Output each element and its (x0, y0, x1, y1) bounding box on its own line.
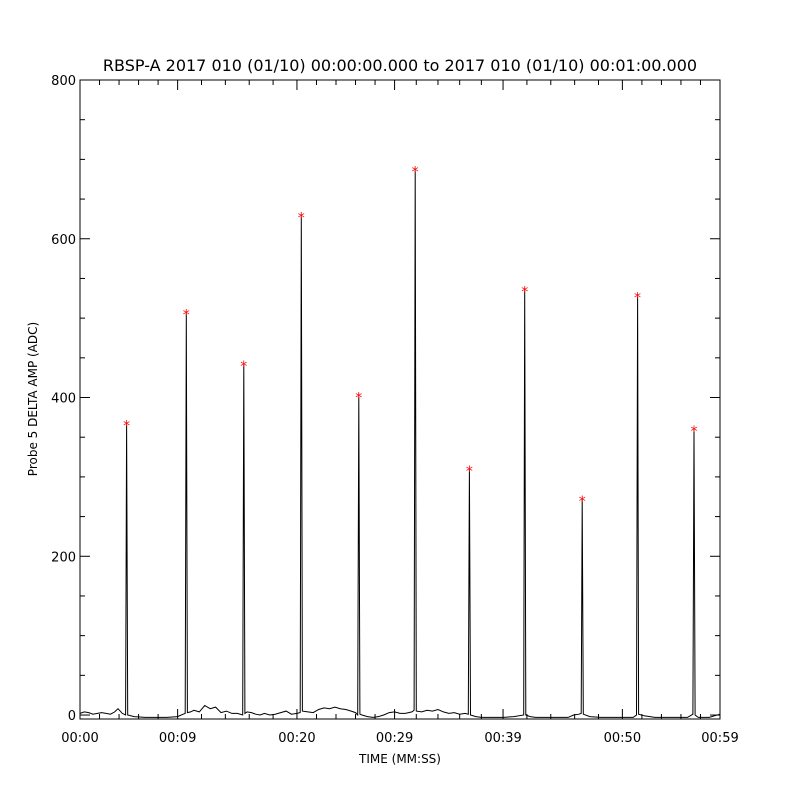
x-tick-label: 00:29 (376, 731, 413, 746)
x-tick-label: 00:50 (604, 731, 641, 746)
chart-title: RBSP-A 2017 010 (01/10) 00:00:00.000 to … (103, 56, 697, 75)
y-tick-label: 200 (51, 550, 76, 565)
peak-marker: * (183, 307, 190, 323)
y-tick-label: 800 (51, 74, 76, 89)
x-axis-label: TIME (MM:SS) (358, 752, 441, 766)
x-tick-label: 00:09 (159, 731, 196, 746)
x-tick-label: 00:39 (484, 731, 521, 746)
x-tick-label: 00:00 (61, 731, 98, 746)
plot-area: 0 200 400 600 800 00:00 00:09 00:20 00:29 00:39 00… (51, 74, 739, 746)
data-series-line (79, 170, 721, 718)
peak-marker: * (355, 391, 362, 407)
peak-marker: * (123, 419, 130, 435)
y-tick-label: 600 (51, 233, 76, 248)
y-tick-label: 400 (51, 392, 76, 407)
peak-marker: * (521, 284, 528, 300)
x-tick-label: 00:59 (701, 731, 738, 746)
peak-marker: * (579, 494, 586, 510)
x-tick-label: 00:20 (278, 731, 315, 746)
peak-marker: * (298, 211, 305, 227)
peak-marker: * (412, 164, 419, 180)
peak-marker: * (634, 291, 641, 307)
y-axis-label: Probe 5 DELTA AMP (ADC) (26, 322, 40, 476)
plot-frame (79, 79, 721, 720)
y-tick-label: 0 (68, 709, 76, 724)
peak-marker: * (466, 464, 473, 480)
peak-marker: * (240, 359, 247, 375)
peak-marker: * (690, 424, 697, 440)
